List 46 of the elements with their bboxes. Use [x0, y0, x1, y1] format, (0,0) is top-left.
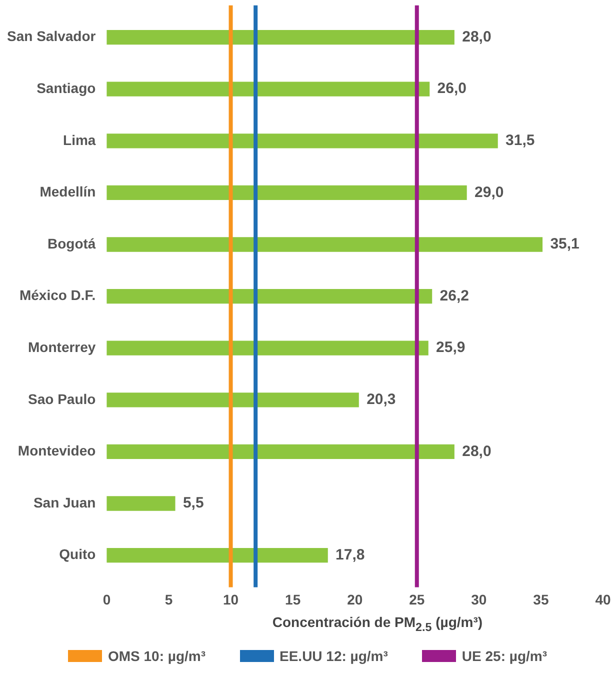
data-label: 28,0 [462, 442, 492, 460]
bar [106, 392, 359, 408]
data-label: 20,3 [366, 391, 396, 408]
data-label: 29,0 [474, 184, 504, 201]
bar [106, 185, 467, 200]
data-label: 31,5 [506, 132, 535, 150]
y-tick-label: Lima [63, 132, 96, 148]
bar [106, 134, 498, 148]
legend-label: OMS 10: µg/m³ [108, 648, 206, 664]
y-tick-label: San Juan [33, 494, 96, 510]
y-tick-label: Bogotá [47, 235, 96, 252]
bar [106, 496, 176, 511]
data-label: 17,8 [336, 546, 365, 564]
data-label: 26,0 [437, 80, 466, 98]
data-label: 5,5 [182, 494, 204, 512]
y-tick-label: México D.F. [19, 287, 96, 304]
y-tick-label: Sao Paulo [28, 390, 96, 407]
y-tick-label: Montevideo [18, 442, 96, 459]
data-label: 25,9 [436, 339, 466, 356]
x-tick-label: 40 [595, 591, 611, 608]
x-tick-label: 10 [222, 591, 239, 608]
bar [106, 288, 432, 304]
x-tick-label: 5 [164, 591, 173, 608]
y-tick-label: Monterrey [28, 338, 96, 355]
x-tick-label: 25 [409, 591, 425, 608]
y-tick-label: Santiago [36, 80, 96, 96]
x-axis-title: Concentración de PM$_{2.5}$ (µg/m³) [271, 614, 484, 634]
bar [106, 237, 543, 252]
x-tick-label: 0 [102, 591, 111, 608]
y-tick-label: San Salvador [7, 28, 96, 44]
y-tick-label: Quito [59, 546, 96, 562]
data-label: 28,0 [462, 28, 492, 46]
bar [106, 340, 428, 356]
x-tick-label: 35 [533, 591, 549, 608]
y-tick-label: Medellín [40, 184, 96, 200]
data-label: 35,1 [550, 236, 580, 253]
legend-label: UE 25: µg/m³ [462, 648, 548, 664]
legend-label: EE.UU 12: µg/m³ [280, 648, 388, 664]
bar [106, 548, 328, 563]
x-tick-label: 20 [347, 591, 363, 608]
bar [106, 444, 454, 460]
bar [106, 82, 430, 96]
data-label: 26,2 [440, 287, 469, 304]
x-tick-label: 30 [471, 591, 487, 608]
bar [106, 30, 454, 45]
x-tick-label: 15 [285, 591, 301, 608]
